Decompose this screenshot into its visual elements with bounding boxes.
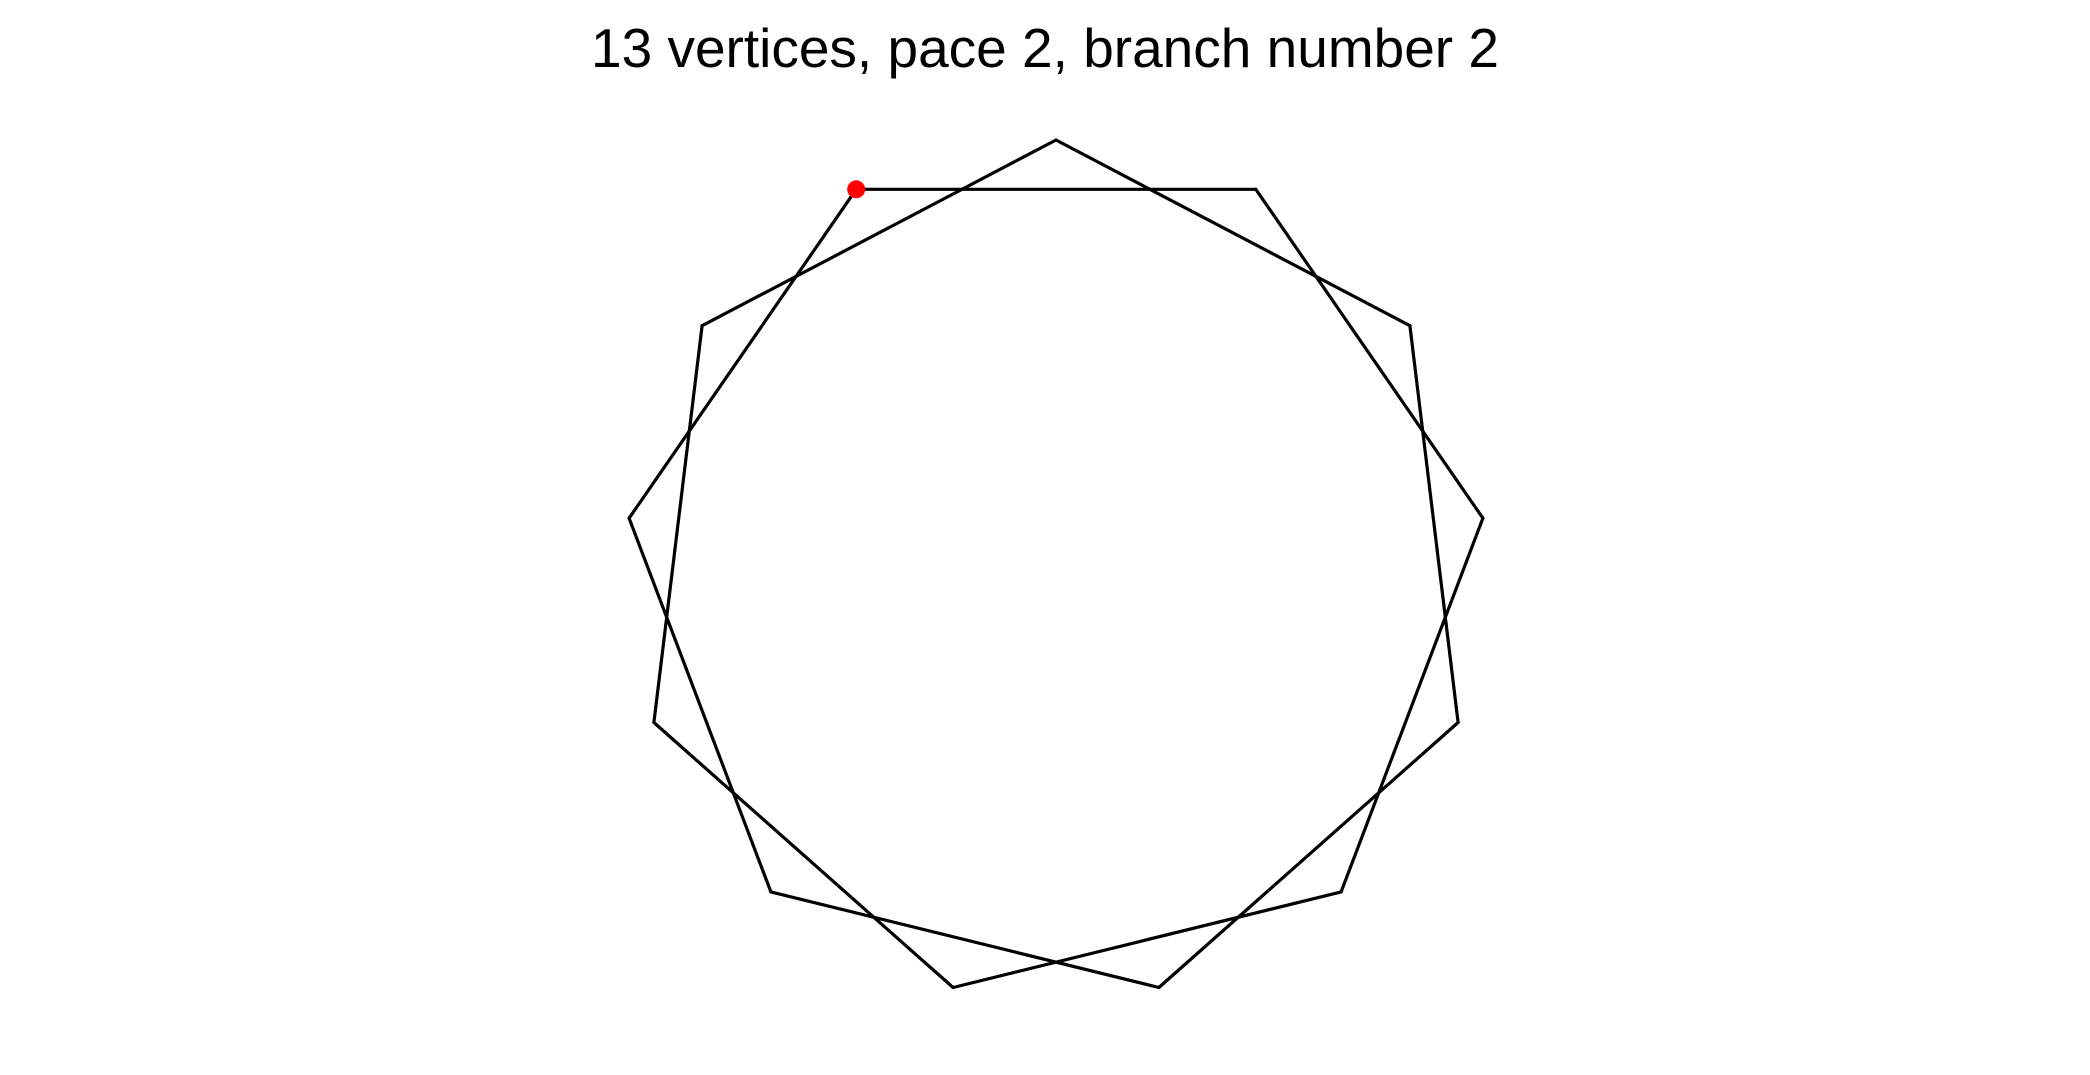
star-edge: [1408, 324, 1460, 725]
start-marker-group: [847, 180, 866, 199]
star-edge: [1254, 187, 1485, 520]
star-edge: [1157, 720, 1460, 990]
star-edge: [627, 187, 858, 520]
star-edge: [951, 890, 1343, 990]
star-edge: [1054, 138, 1412, 328]
star-polygon-edges: [627, 138, 1485, 990]
start-vertex-marker: [847, 180, 866, 199]
page-title: 13 vertices, pace 2, branch number 2: [590, 17, 1499, 79]
star-edge: [652, 720, 955, 990]
star-edge: [700, 138, 1058, 328]
star-edge: [652, 324, 704, 725]
star-edge: [1339, 516, 1485, 894]
star-edge: [769, 890, 1161, 990]
star-edge: [627, 516, 773, 894]
